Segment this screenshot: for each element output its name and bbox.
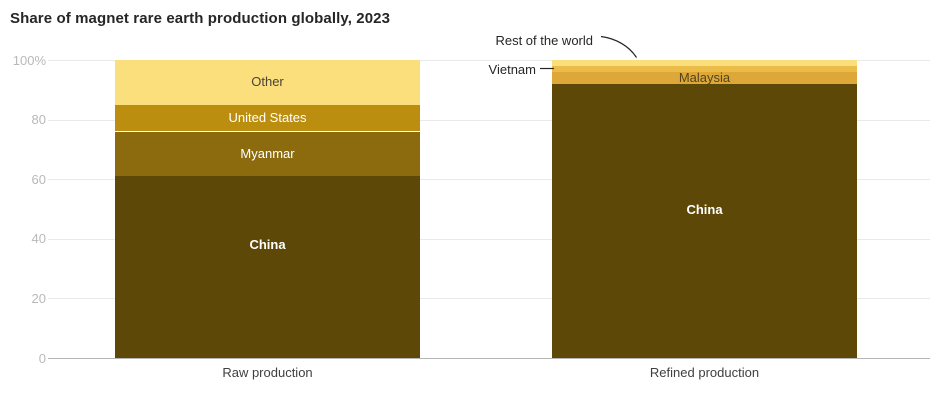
y-tick-label-100: 100% bbox=[12, 52, 46, 68]
y-tick-label-60: 60 bbox=[31, 171, 46, 187]
bar-segment-malaysia bbox=[552, 71, 857, 84]
x-axis-label-raw-production: Raw production bbox=[222, 365, 313, 380]
gridline-0 bbox=[48, 358, 930, 359]
bar-segment-myanmar bbox=[115, 131, 420, 177]
y-tick-label-40: 40 bbox=[31, 231, 46, 247]
y-tick-label-0: 0 bbox=[38, 350, 46, 366]
bar-segment-united-states bbox=[115, 104, 420, 132]
annotation-vietnam: Vietnam bbox=[488, 62, 536, 77]
annotation-rest-of-world: Rest of the world bbox=[495, 33, 593, 48]
gridline-20 bbox=[48, 298, 930, 300]
rest-of-world-leader-line bbox=[600, 35, 638, 58]
y-tick-label-80: 80 bbox=[31, 112, 46, 128]
gridline-80 bbox=[48, 119, 930, 121]
chart-title: Share of magnet rare earth production gl… bbox=[10, 10, 391, 27]
x-axis-label-refined-production: Refined production bbox=[649, 365, 760, 380]
bar-segment-other bbox=[115, 60, 420, 105]
bar-segment-rest-of-the-world bbox=[552, 60, 857, 66]
gridline-40 bbox=[48, 238, 930, 240]
gridline-100 bbox=[48, 60, 930, 61]
bar-segment-china bbox=[115, 176, 420, 358]
bar-segment-vietnam bbox=[552, 66, 857, 72]
gridline-60 bbox=[48, 179, 930, 181]
y-tick-label-20: 20 bbox=[31, 290, 46, 306]
bar-segment-china bbox=[552, 83, 857, 358]
